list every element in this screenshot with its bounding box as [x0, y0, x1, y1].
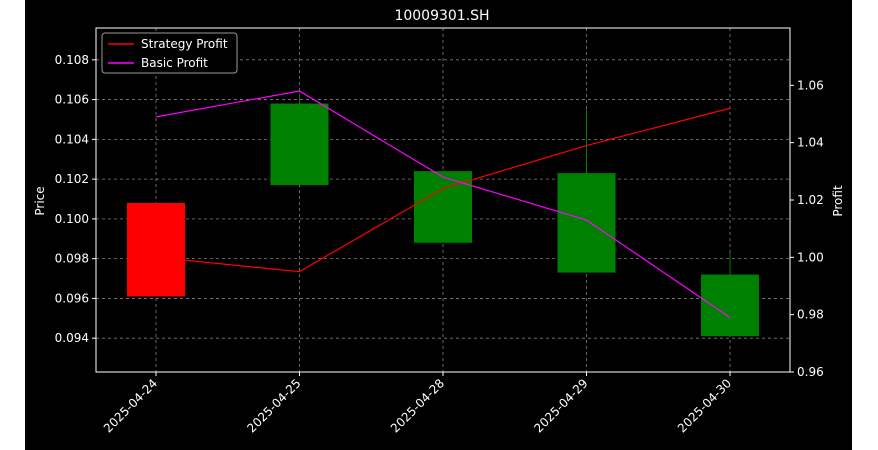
y2-axis-label: Profit — [831, 185, 845, 217]
y2-tick-label: 1.06 — [797, 78, 824, 92]
candle-body — [701, 274, 759, 337]
chart-title: 10009301.SH — [394, 8, 489, 24]
y-tick-label: 0.098 — [55, 252, 89, 266]
series-line — [155, 107, 731, 273]
y-axis-label: Price — [33, 186, 47, 215]
y-tick-label: 0.106 — [55, 93, 89, 107]
line-layer — [155, 90, 731, 319]
y-tick-label: 0.100 — [55, 212, 89, 226]
legend-label: Basic Profit — [141, 56, 208, 70]
grid-layer — [96, 28, 790, 372]
y2-tick-label: 0.98 — [797, 308, 824, 322]
y-tick-label: 0.104 — [55, 132, 89, 146]
candle-body — [557, 173, 616, 273]
y2-tick-label: 1.04 — [797, 136, 824, 150]
legend: Strategy Profit Basic Profit — [101, 32, 238, 74]
series-line — [155, 90, 731, 319]
plot-frame — [95, 27, 791, 373]
legend-box — [101, 32, 238, 74]
candle-body — [127, 202, 185, 297]
y2-tick-label: 0.96 — [797, 365, 824, 379]
y-tick-label: 0.102 — [55, 172, 89, 186]
y-tick-label: 0.094 — [55, 331, 89, 345]
y2-tick-label: 1.02 — [797, 193, 824, 207]
y-tick-label: 0.108 — [55, 53, 89, 67]
candle-layer — [127, 93, 759, 337]
candle-body — [270, 103, 329, 186]
legend-label: Strategy Profit — [141, 37, 228, 51]
y-tick-label: 0.096 — [55, 291, 89, 305]
y2-tick-label: 1.00 — [797, 250, 824, 264]
